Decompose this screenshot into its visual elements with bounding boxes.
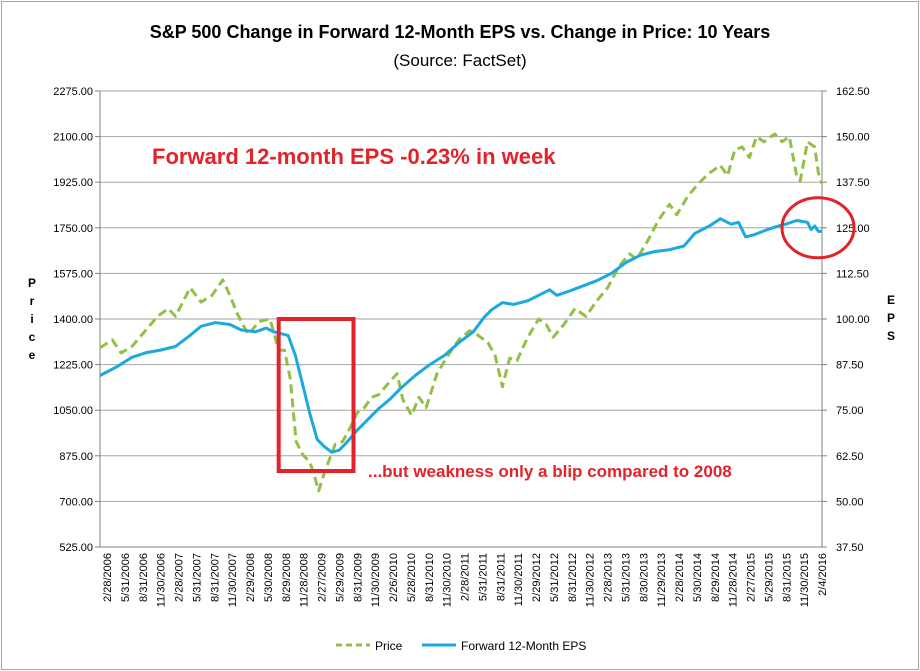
x-tick-label: 2/28/2006: [102, 553, 114, 602]
eps-series-line: [99, 217, 822, 454]
right-tick-label: 87.50: [836, 360, 864, 372]
x-tick-label: 8/31/2006: [138, 553, 150, 602]
x-tick-label: 8/31/2012: [567, 553, 579, 602]
x-tick-label: 5/28/2010: [406, 553, 418, 602]
x-tick-label: 2/26/2010: [388, 553, 400, 602]
x-tick-label: 5/29/2009: [334, 553, 346, 602]
left-tick-label: 525.00: [59, 542, 93, 554]
right-tick-label: 100.00: [836, 314, 870, 326]
left-tick-label: 1400.00: [53, 314, 93, 326]
x-tick-label: 11/29/2013: [656, 553, 668, 607]
axis-label-letter: E: [887, 293, 895, 307]
x-tick-label: 2/28/2011: [460, 553, 472, 601]
axis-label-letter: P: [887, 311, 895, 325]
axis-label-letter: S: [887, 329, 895, 343]
x-tick-label: 5/31/2006: [120, 553, 132, 602]
left-tick-label: 1750.00: [53, 223, 93, 235]
axis-label-letter: e: [29, 348, 36, 362]
right-tick-label: 50.00: [836, 496, 864, 508]
left-tick-label: 1225.00: [53, 360, 93, 372]
left-tick-label: 875.00: [59, 451, 93, 463]
chart-subtitle: (Source: FactSet): [393, 51, 526, 70]
axis-label-letter: P: [28, 276, 36, 290]
legend-eps-label: Forward 12-Month EPS: [461, 639, 586, 653]
x-tick-label: 5/30/2014: [692, 553, 704, 602]
x-tick-label: 2/29/2008: [245, 553, 257, 602]
x-tick-label: 11/28/2008: [299, 553, 311, 607]
right-tick-label: 150.00: [836, 132, 870, 144]
x-tick-label: 11/30/2010: [442, 553, 454, 607]
x-tick-label: 11/30/2012: [585, 553, 597, 607]
right-tick-label: 112.50: [836, 268, 869, 280]
axis-label-letter: r: [30, 294, 35, 308]
x-tick-label: 11/30/2006: [156, 553, 168, 607]
x-tick-label: 8/30/2013: [638, 553, 650, 602]
gridlines: [100, 90, 822, 548]
highlight-box: [276, 317, 356, 473]
right-tick-label: 37.50: [836, 542, 864, 554]
x-tick-label: 11/30/2011: [513, 553, 525, 606]
x-tick-label: 2/28/2007: [174, 553, 186, 602]
left-tick-label: 1925.00: [53, 177, 93, 189]
y-axis-label-left: Price: [28, 276, 36, 362]
right-tick-label: 75.00: [836, 405, 864, 417]
x-tick-label: 5/29/2015: [763, 553, 775, 602]
x-tick-label: 8/31/2015: [781, 553, 793, 602]
left-tick-label: 2275.00: [53, 86, 93, 98]
series-lines: [99, 132, 824, 493]
axis-label-letter: c: [29, 330, 36, 344]
x-tick-label: 2/29/2012: [531, 553, 543, 602]
x-tick-label: 8/31/2009: [352, 553, 364, 602]
left-tick-label: 1050.00: [53, 405, 93, 417]
x-tick-label: 8/31/2011: [495, 553, 507, 601]
right-tick-label: 162.50: [836, 86, 870, 98]
right-axis: 162.50150.00137.50125.00112.50100.0087.5…: [821, 86, 870, 554]
annotations: Forward 12-month EPS -0.23% in week ...b…: [152, 144, 856, 481]
x-axis: 2/28/2006 5/31/2006 8/31/2006 11/30/2006 2/2…: [100, 546, 829, 607]
x-tick-label: 5/31/2007: [191, 553, 203, 602]
x-tick-label: 5/31/2011: [477, 553, 489, 601]
left-tick-label: 700.00: [59, 496, 93, 508]
x-tick-label: 2/27/2015: [746, 553, 758, 602]
x-tick-label: 5/30/2008: [263, 553, 275, 602]
x-tick-label: 8/29/2008: [281, 553, 293, 602]
headline-annotation: Forward 12-month EPS -0.23% in week: [152, 144, 556, 169]
axis-label-letter: i: [30, 312, 33, 326]
x-tick-label: 2/27/2009: [317, 553, 329, 602]
left-tick-label: 1575.00: [53, 268, 93, 280]
x-tick-label: 5/31/2013: [620, 553, 632, 602]
x-tick-label: 11/30/2009: [370, 553, 382, 607]
legend-price-label: Price: [375, 639, 403, 653]
legend: Price Forward 12-Month EPS: [336, 639, 586, 653]
x-tick-label: 2/28/2014: [674, 553, 686, 602]
right-tick-label: 137.50: [836, 177, 870, 189]
price-series-line: [99, 132, 824, 493]
x-tick-label: 8/31/2007: [209, 553, 221, 602]
x-tick-label: 11/30/2007: [227, 553, 239, 607]
x-tick-label: 2/28/2013: [603, 553, 615, 602]
x-tick-label: 2/4/2016: [817, 553, 829, 596]
left-axis: 2275.00 2100.00 1925.00 1750.00 1575.00 1400.…: [53, 86, 101, 554]
x-tick-label: 5/31/2012: [549, 553, 561, 602]
x-tick-label: 8/31/2010: [424, 553, 436, 602]
note-annotation: ...but weakness only a blip compared to …: [368, 462, 732, 481]
x-tick-label: 11/30/2015: [799, 553, 811, 607]
left-tick-label: 2100.00: [53, 132, 93, 144]
chart-title: S&P 500 Change in Forward 12-Month EPS v…: [150, 22, 771, 42]
highlight-circle: [780, 196, 856, 260]
y-axis-label-right: EPS: [887, 293, 895, 343]
right-tick-label: 62.50: [836, 451, 864, 463]
x-tick-label: 11/28/2014: [728, 553, 740, 607]
x-tick-label: 8/29/2014: [710, 553, 722, 602]
